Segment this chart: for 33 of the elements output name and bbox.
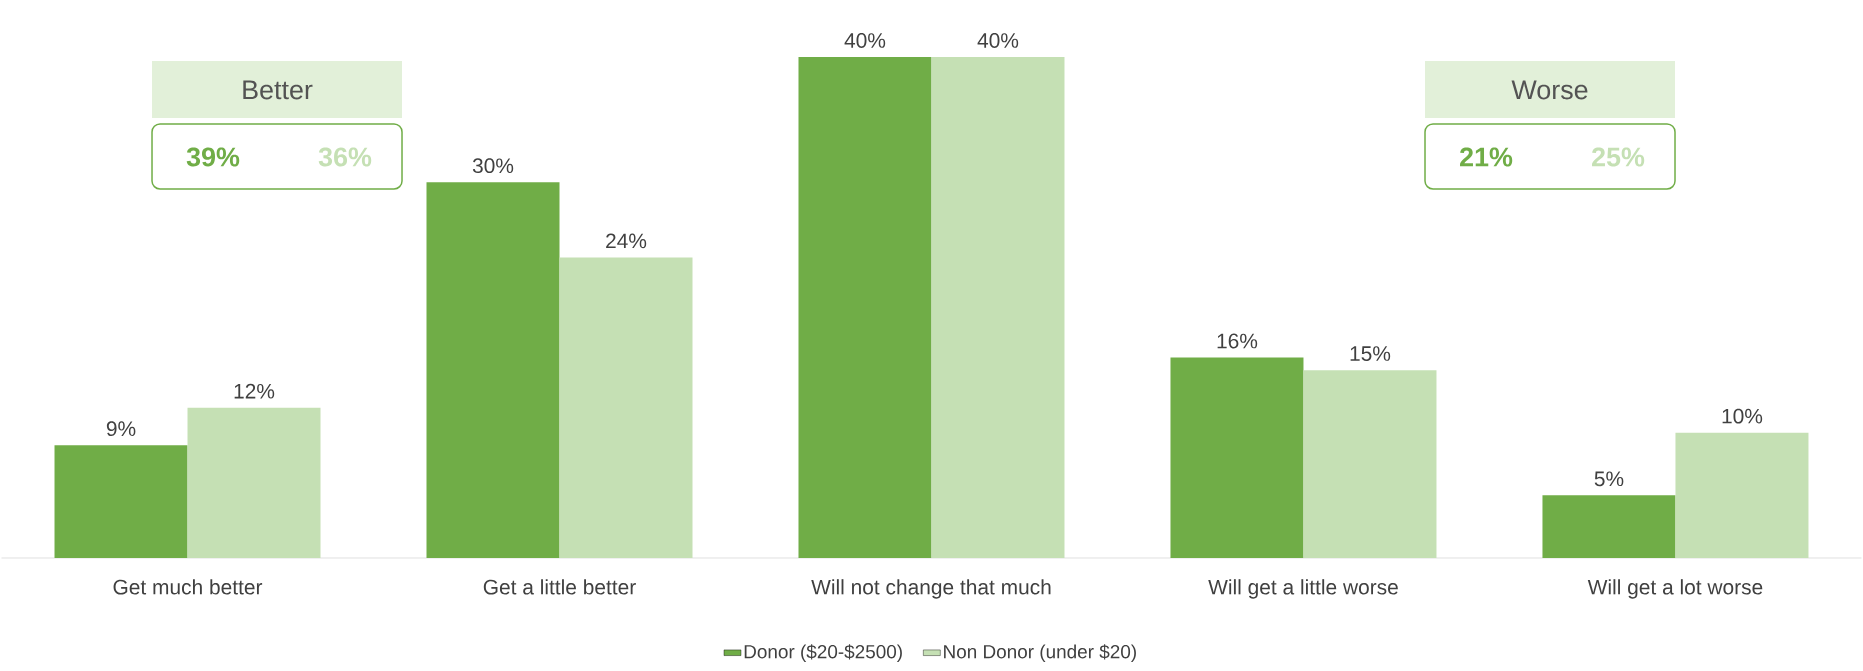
legend-label: Non Donor (under $20) bbox=[944, 644, 1136, 663]
bar bbox=[559, 257, 693, 558]
bar bbox=[426, 182, 560, 558]
x-tick-label: Get much better bbox=[113, 579, 263, 595]
data-label: 16% bbox=[1217, 333, 1258, 349]
bar bbox=[187, 407, 321, 558]
annotation: 21% bbox=[1460, 147, 1513, 167]
data-label: 10% bbox=[1722, 408, 1763, 424]
data-label: 15% bbox=[1350, 346, 1391, 361]
bar bbox=[931, 57, 1065, 558]
data-label: 5% bbox=[1594, 471, 1624, 487]
data-label: 9% bbox=[106, 421, 136, 437]
annotation: 39% bbox=[186, 147, 240, 167]
bar bbox=[1170, 357, 1304, 558]
annotation: Worse bbox=[1511, 80, 1588, 100]
bar bbox=[798, 57, 932, 558]
annotation: Better bbox=[243, 80, 313, 100]
x-tick-label: Will get a little worse bbox=[1208, 579, 1398, 599]
bar bbox=[1303, 370, 1437, 558]
x-tick-label: Will not change that much bbox=[811, 579, 1051, 599]
legend-label: Donor ($20-$2500) bbox=[744, 644, 902, 663]
bar bbox=[1542, 495, 1676, 558]
annotation: 25% bbox=[1592, 147, 1645, 167]
bar bbox=[54, 445, 188, 558]
data-label: 30% bbox=[472, 158, 514, 174]
x-tick-label: Get a little better bbox=[483, 579, 636, 595]
bar bbox=[1675, 432, 1809, 558]
data-label: 12% bbox=[234, 383, 275, 399]
data-label: 40% bbox=[977, 33, 1019, 48]
data-label: 40% bbox=[844, 33, 886, 48]
data-label: 24% bbox=[606, 233, 647, 249]
annotation: 36% bbox=[318, 147, 372, 167]
x-tick-label: Will get a lot worse bbox=[1587, 579, 1763, 599]
